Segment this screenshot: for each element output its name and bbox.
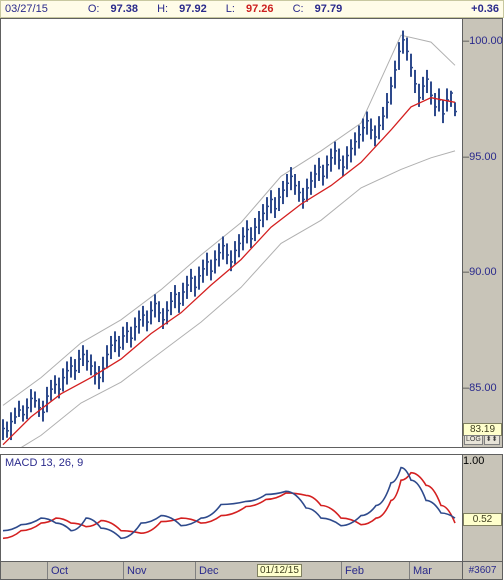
footer-count: #3607 [463, 562, 503, 580]
month-nov: Nov [123, 562, 147, 579]
chart-style-button[interactable]: ⬍⬍ [484, 435, 500, 445]
month-feb: Feb [341, 562, 364, 579]
log-button[interactable]: LOG [464, 435, 483, 445]
macd-chart[interactable]: MACD 13, 26, 9 [0, 454, 463, 562]
price-yaxis: 85.0090.0095.00100.00 83.19 LOG ⬍⬍ [463, 18, 503, 448]
month-dec: Dec [195, 562, 219, 579]
ohlc-values: O: 97.38 H: 97.92 L: 97.26 C: 97.79 [88, 3, 358, 15]
header-date: 03/27/15 [5, 3, 48, 15]
price-chart-svg [1, 19, 462, 447]
date-marker: 01/12/15 [257, 564, 302, 577]
price-chart[interactable] [0, 18, 463, 448]
header-change: +0.36 [471, 3, 499, 15]
month-mar: Mar [409, 562, 432, 579]
macd-yaxis: 1.00 0.52 [463, 454, 503, 562]
ohlc-header: 03/27/15 O: 97.38 H: 97.92 L: 97.26 C: 9… [0, 0, 504, 18]
macd-marker: 0.52 [463, 513, 502, 526]
time-xaxis[interactable]: Oct Nov Dec Feb Mar 01/12/15 [0, 562, 463, 580]
macd-chart-svg [1, 455, 462, 561]
scale-buttons[interactable]: LOG ⬍⬍ [464, 435, 500, 445]
macd-label: MACD 13, 26, 9 [5, 457, 83, 469]
month-oct: Oct [47, 562, 68, 579]
